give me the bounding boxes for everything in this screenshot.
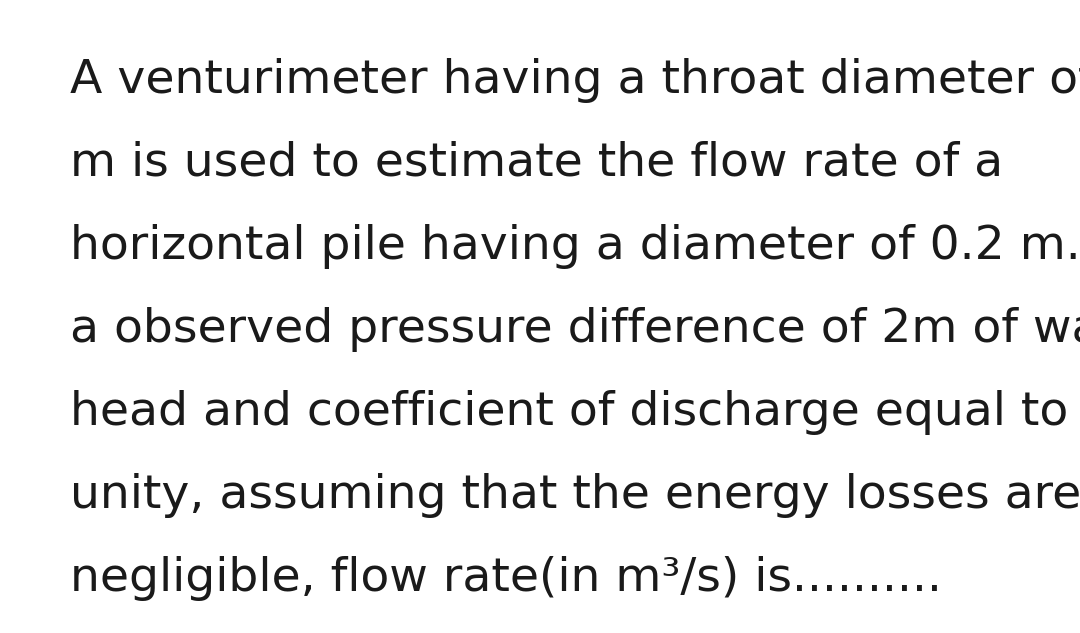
Text: horizontal pile having a diameter of 0.2 m. For: horizontal pile having a diameter of 0.2…	[70, 224, 1080, 269]
Text: A venturimeter having a throat diameter of 0.1: A venturimeter having a throat diameter …	[70, 58, 1080, 103]
Text: unity, assuming that the energy losses are: unity, assuming that the energy losses a…	[70, 473, 1080, 518]
Text: negligible, flow rate(in m³/s) is..........: negligible, flow rate(in m³/s) is.......…	[70, 556, 942, 601]
Text: a observed pressure difference of 2m of water: a observed pressure difference of 2m of …	[70, 307, 1080, 352]
Text: m is used to estimate the flow rate of a: m is used to estimate the flow rate of a	[70, 141, 1003, 186]
Text: head and coefficient of discharge equal to: head and coefficient of discharge equal …	[70, 390, 1068, 435]
